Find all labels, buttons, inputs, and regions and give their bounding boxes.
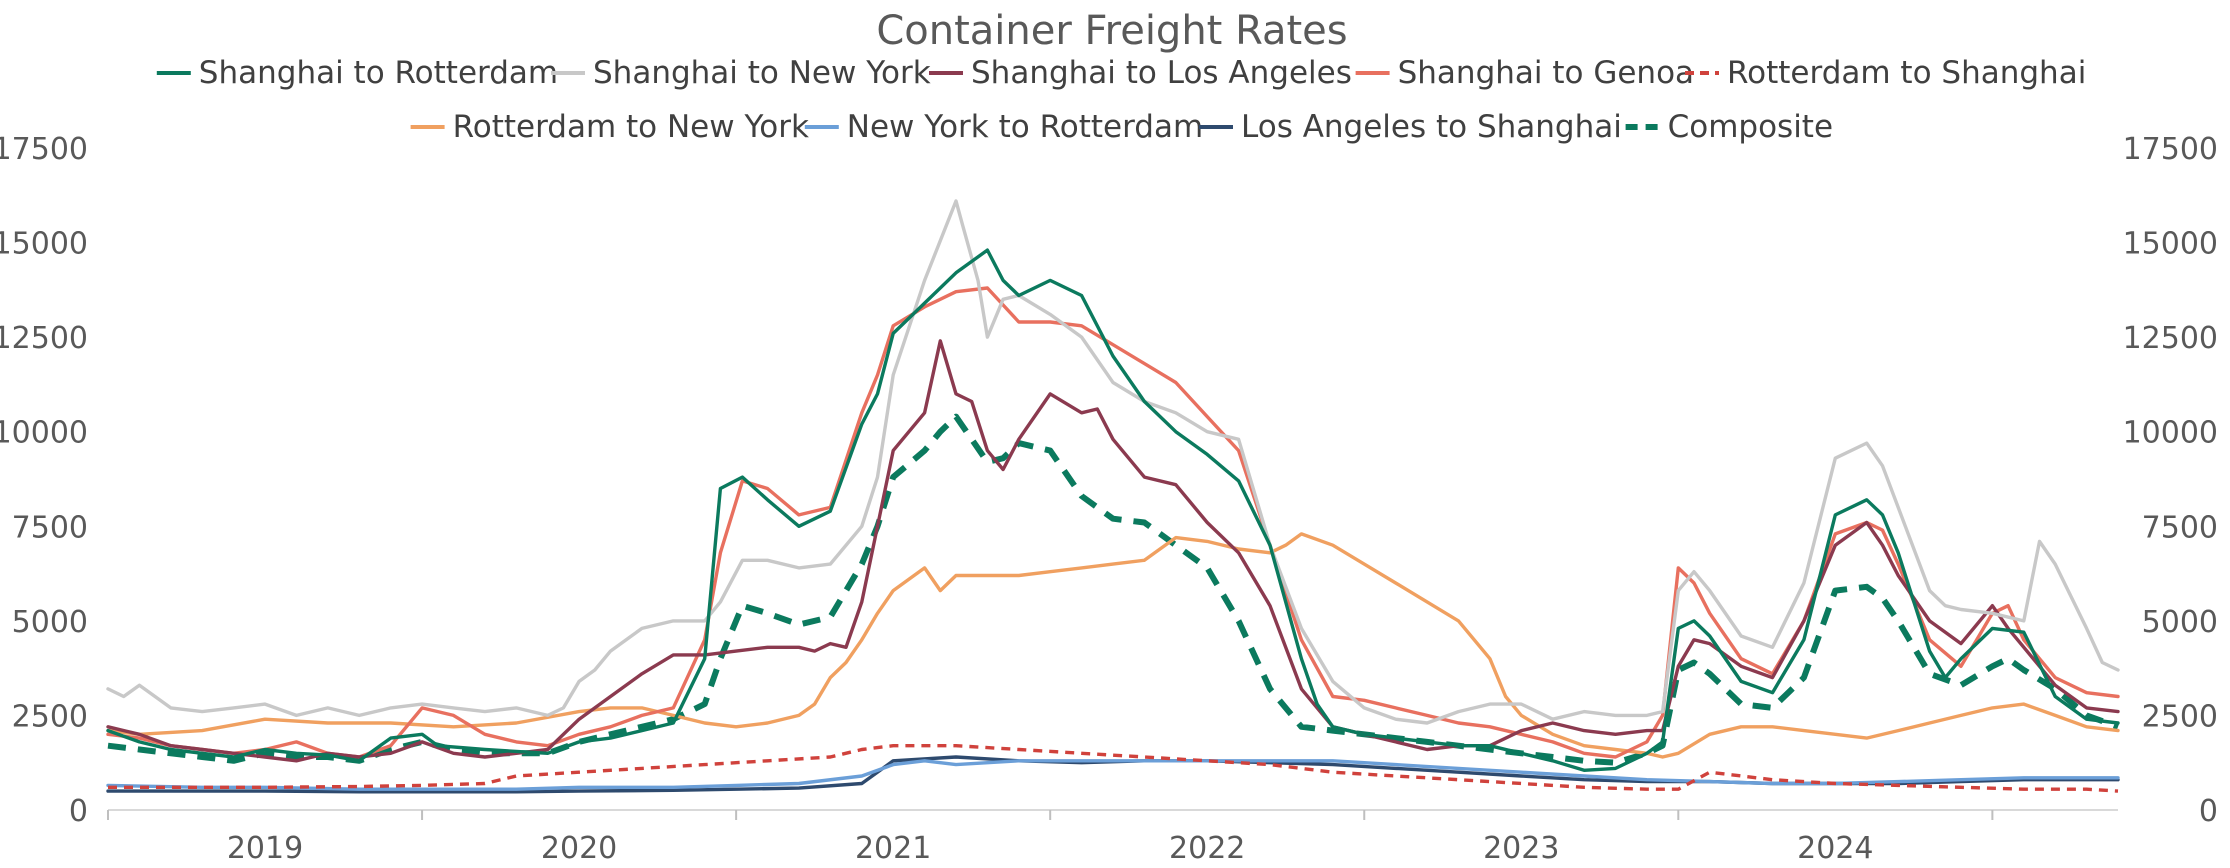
y-tick-label-left: 0: [69, 794, 88, 829]
y-tick-label-left: 7500: [12, 510, 88, 545]
chart-title: Container Freight Rates: [876, 8, 1347, 54]
series-line-new-york-to-rotterdam: [106, 759, 2120, 791]
legend-item: Shanghai to Genoa: [1355, 55, 1694, 91]
y-tick-label-left: 12500: [0, 321, 88, 356]
x-tick-label: 2024: [1797, 831, 1873, 866]
y-tick-label-left: 10000: [0, 416, 88, 451]
series-line-rotterdam-to-new-york: [106, 532, 2120, 759]
legend-item: Shanghai to Rotterdam: [156, 55, 558, 91]
y-tick-label-right: 2500: [2142, 699, 2218, 734]
x-tick-label: 2022: [1169, 831, 1245, 866]
y-tick-label-left: 15000: [0, 227, 88, 262]
axes: 2019 2020 2021 2022 2023 2024 0 2500 5000 7500 100…: [0, 132, 2218, 866]
legend-item: Los Angeles to Shanghai: [1199, 109, 1622, 145]
y-tick-label-right: 12500: [2123, 321, 2218, 356]
legend: Shanghai to Rotterdam Shanghai to New Yor…: [156, 55, 2086, 145]
legend-label: Shanghai to New York: [593, 55, 931, 91]
legend-item: Shanghai to Los Angeles: [929, 55, 1352, 91]
legend-item: Rotterdam to New York: [410, 109, 809, 145]
legend-label: Composite: [1668, 109, 1833, 145]
series-line-shanghai-to-new-york: [106, 199, 2120, 725]
legend-item: New York to Rotterdam: [804, 109, 1203, 145]
legend-item: Rotterdam to Shanghai: [1685, 55, 2086, 91]
x-tick-label: 2023: [1483, 831, 1559, 866]
x-tick-label: 2019: [227, 831, 303, 866]
y-tick-label-right: 7500: [2142, 510, 2218, 545]
y-tick-label-left: 5000: [12, 605, 88, 640]
x-tick-label: 2021: [855, 831, 931, 866]
y-tick-label-right: 17500: [2123, 132, 2218, 167]
legend-label: Shanghai to Los Angeles: [971, 55, 1352, 91]
y-tick-label-right: 0: [2199, 794, 2218, 829]
legend-item: Composite: [1625, 109, 1833, 145]
legend-label: Rotterdam to Shanghai: [1727, 55, 2086, 91]
legend-item: Shanghai to New York: [551, 55, 931, 91]
y-tick-label-right: 5000: [2142, 605, 2218, 640]
x-tick-label: 2020: [541, 831, 617, 866]
plot-area: [106, 199, 2120, 794]
y-tick-label-right: 15000: [2123, 227, 2218, 262]
legend-label: Shanghai to Rotterdam: [199, 55, 558, 91]
legend-label: New York to Rotterdam: [847, 109, 1203, 145]
series-line-shanghai-to-los-angeles: [106, 339, 2120, 763]
series-line-shanghai-to-rotterdam: [106, 248, 2120, 772]
y-tick-label-right: 10000: [2123, 416, 2218, 451]
legend-label: Los Angeles to Shanghai: [1241, 109, 1622, 145]
legend-label: Shanghai to Genoa: [1398, 55, 1694, 91]
y-tick-label-left: 17500: [0, 132, 88, 167]
y-tick-label-left: 2500: [12, 699, 88, 734]
legend-label: Rotterdam to New York: [453, 109, 809, 145]
series-line-composite: [107, 413, 2120, 766]
